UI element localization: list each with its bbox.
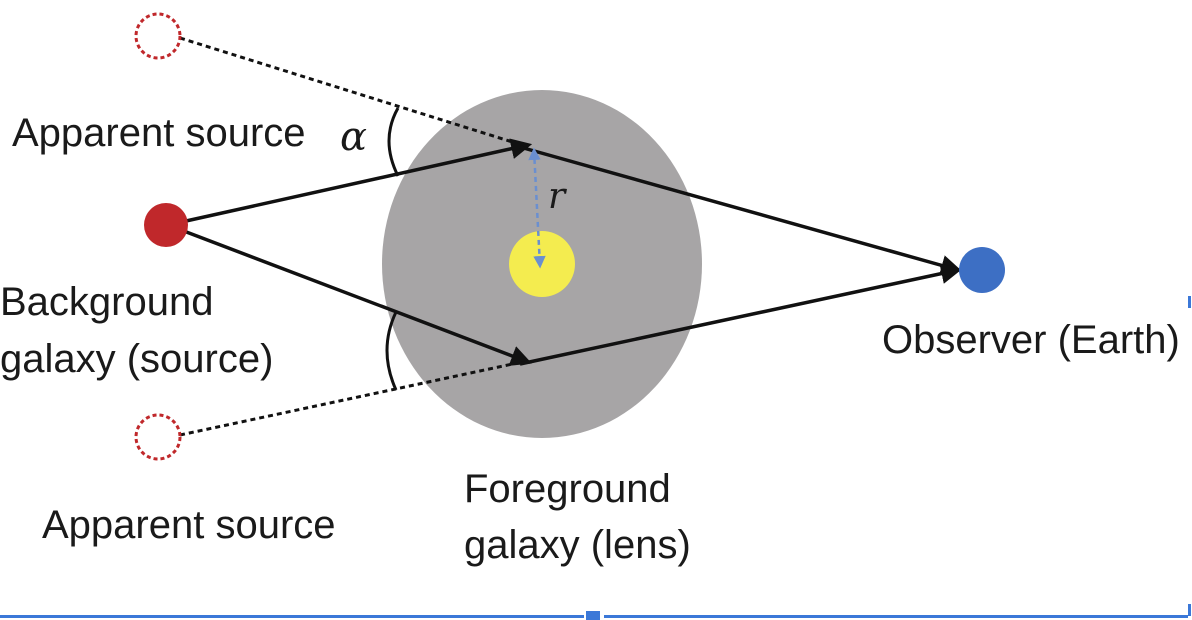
label-apparent-source-bottom: Apparent source <box>42 503 336 547</box>
ray-source-to-top <box>167 138 533 227</box>
frame-bottom-line-right <box>604 615 1188 618</box>
frame-right-tick <box>1188 296 1191 308</box>
apparent-source-bottom-marker <box>134 413 182 461</box>
apparent-ray-bottom <box>179 360 523 437</box>
label-foreground-galaxy-line2: galaxy (lens) <box>464 523 691 567</box>
label-background-galaxy-line2: galaxy (source) <box>0 337 273 381</box>
apparent-source-top-marker <box>134 12 182 60</box>
label-apparent-source-top: Apparent source <box>12 111 306 155</box>
label-observer: Observer (Earth) <box>882 318 1180 362</box>
deflection-angle-arc-bottom <box>385 311 398 391</box>
ray-bottom-to-observer <box>519 263 963 366</box>
background-galaxy-source <box>144 203 188 247</box>
label-alpha: α <box>340 114 367 160</box>
ray-source-to-bottom <box>167 223 532 366</box>
frame-bottom-line-left <box>0 615 584 618</box>
deflection-angle-arc-top <box>387 107 400 177</box>
label-r: r <box>548 176 567 217</box>
frame-right-tick-bottom <box>1188 604 1191 616</box>
apparent-ray-top <box>179 36 523 147</box>
label-foreground-galaxy-line1: Foreground <box>464 467 671 511</box>
lens-core <box>509 231 575 297</box>
label-background-galaxy-line1: Background <box>0 280 213 324</box>
impact-radius-line <box>528 147 546 269</box>
frame-bottom-handle <box>586 611 600 620</box>
observer-earth <box>959 247 1005 293</box>
ray-top-to-observer <box>519 145 963 276</box>
